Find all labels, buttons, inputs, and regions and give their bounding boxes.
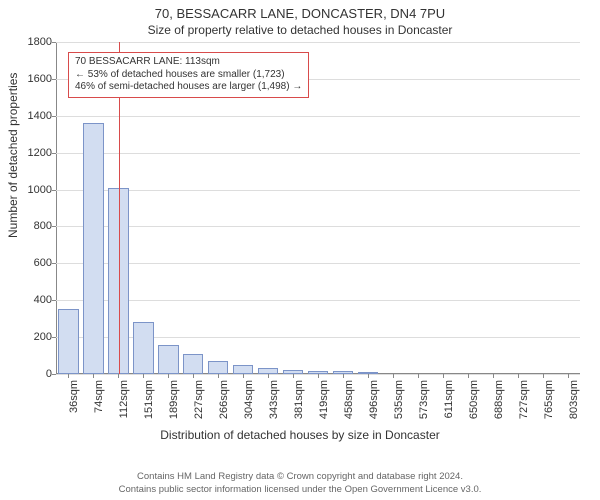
x-tick-mark bbox=[293, 374, 294, 378]
annotation-line-1: 70 BESSACARR LANE: 113sqm bbox=[75, 56, 302, 69]
annotation-box: 70 BESSACARR LANE: 113sqm ← 53% of detac… bbox=[68, 52, 309, 98]
y-tick-label: 200 bbox=[10, 331, 52, 343]
y-tick-mark bbox=[52, 116, 56, 117]
plot-area: 70 BESSACARR LANE: 113sqm ← 53% of detac… bbox=[56, 42, 580, 374]
y-tick-label: 400 bbox=[10, 294, 52, 306]
x-tick-mark bbox=[168, 374, 169, 378]
x-tick-mark bbox=[143, 374, 144, 378]
histogram-bar bbox=[208, 361, 228, 374]
x-tick-label: 74sqm bbox=[93, 380, 105, 428]
histogram-bar bbox=[58, 309, 78, 374]
y-tick-mark bbox=[52, 153, 56, 154]
x-tick-mark bbox=[68, 374, 69, 378]
x-tick-mark bbox=[418, 374, 419, 378]
y-tick-mark bbox=[52, 337, 56, 338]
x-tick-label: 266sqm bbox=[218, 380, 230, 428]
x-tick-label: 727sqm bbox=[518, 380, 530, 428]
x-tick-label: 227sqm bbox=[193, 380, 205, 428]
y-tick-label: 1200 bbox=[10, 147, 52, 159]
x-tick-label: 688sqm bbox=[493, 380, 505, 428]
gridline bbox=[56, 153, 580, 154]
x-tick-label: 343sqm bbox=[268, 380, 280, 428]
x-tick-label: 189sqm bbox=[168, 380, 180, 428]
y-tick-mark bbox=[52, 190, 56, 191]
histogram-bar bbox=[183, 354, 203, 374]
x-tick-mark bbox=[393, 374, 394, 378]
page-subtitle: Size of property relative to detached ho… bbox=[0, 21, 600, 37]
y-axis bbox=[56, 42, 57, 374]
x-tick-mark bbox=[443, 374, 444, 378]
y-tick-mark bbox=[52, 42, 56, 43]
x-tick-label: 458sqm bbox=[343, 380, 355, 428]
x-tick-label: 765sqm bbox=[543, 380, 555, 428]
x-tick-label: 535sqm bbox=[393, 380, 405, 428]
y-tick-label: 1000 bbox=[10, 184, 52, 196]
histogram-bar bbox=[133, 322, 153, 374]
footer-line-2: Contains public sector information licen… bbox=[0, 484, 600, 496]
gridline bbox=[56, 42, 580, 43]
y-tick-label: 800 bbox=[10, 220, 52, 232]
x-tick-label: 151sqm bbox=[143, 380, 155, 428]
x-tick-mark bbox=[118, 374, 119, 378]
x-tick-label: 496sqm bbox=[368, 380, 380, 428]
x-tick-mark bbox=[218, 374, 219, 378]
gridline bbox=[56, 116, 580, 117]
x-tick-mark bbox=[343, 374, 344, 378]
x-tick-label: 573sqm bbox=[418, 380, 430, 428]
x-tick-label: 611sqm bbox=[443, 380, 455, 428]
y-tick-label: 1600 bbox=[10, 73, 52, 85]
annotation-line-2: ← 53% of detached houses are smaller (1,… bbox=[75, 69, 302, 82]
x-tick-mark bbox=[568, 374, 569, 378]
x-axis-label: Distribution of detached houses by size … bbox=[0, 428, 600, 442]
footer-line-1: Contains HM Land Registry data © Crown c… bbox=[0, 471, 600, 483]
x-tick-mark bbox=[193, 374, 194, 378]
gridline bbox=[56, 190, 580, 191]
gridline bbox=[56, 226, 580, 227]
y-tick-mark bbox=[52, 79, 56, 80]
y-tick-mark bbox=[52, 263, 56, 264]
y-tick-label: 600 bbox=[10, 257, 52, 269]
x-tick-label: 803sqm bbox=[568, 380, 580, 428]
gridline bbox=[56, 263, 580, 264]
y-tick-mark bbox=[52, 226, 56, 227]
histogram-chart: Number of detached properties 70 BESSACA… bbox=[0, 38, 600, 458]
x-tick-mark bbox=[543, 374, 544, 378]
x-tick-label: 304sqm bbox=[243, 380, 255, 428]
y-tick-label: 1800 bbox=[10, 36, 52, 48]
y-tick-label: 0 bbox=[10, 368, 52, 380]
histogram-bar bbox=[233, 365, 253, 374]
x-tick-label: 419sqm bbox=[318, 380, 330, 428]
x-tick-mark bbox=[243, 374, 244, 378]
x-tick-mark bbox=[268, 374, 269, 378]
y-tick-mark bbox=[52, 300, 56, 301]
x-tick-label: 381sqm bbox=[293, 380, 305, 428]
x-tick-mark bbox=[493, 374, 494, 378]
x-tick-mark bbox=[468, 374, 469, 378]
y-tick-mark bbox=[52, 374, 56, 375]
x-tick-label: 650sqm bbox=[468, 380, 480, 428]
gridline bbox=[56, 300, 580, 301]
x-tick-mark bbox=[93, 374, 94, 378]
histogram-bar bbox=[158, 345, 178, 375]
x-tick-mark bbox=[518, 374, 519, 378]
y-tick-label: 1400 bbox=[10, 110, 52, 122]
x-tick-mark bbox=[318, 374, 319, 378]
annotation-line-3: 46% of semi-detached houses are larger (… bbox=[75, 81, 302, 94]
x-tick-label: 36sqm bbox=[68, 380, 80, 428]
x-tick-label: 112sqm bbox=[118, 380, 130, 428]
footer-attribution: Contains HM Land Registry data © Crown c… bbox=[0, 471, 600, 496]
x-tick-mark bbox=[368, 374, 369, 378]
page-title: 70, BESSACARR LANE, DONCASTER, DN4 7PU bbox=[0, 0, 600, 21]
histogram-bar bbox=[83, 123, 103, 374]
